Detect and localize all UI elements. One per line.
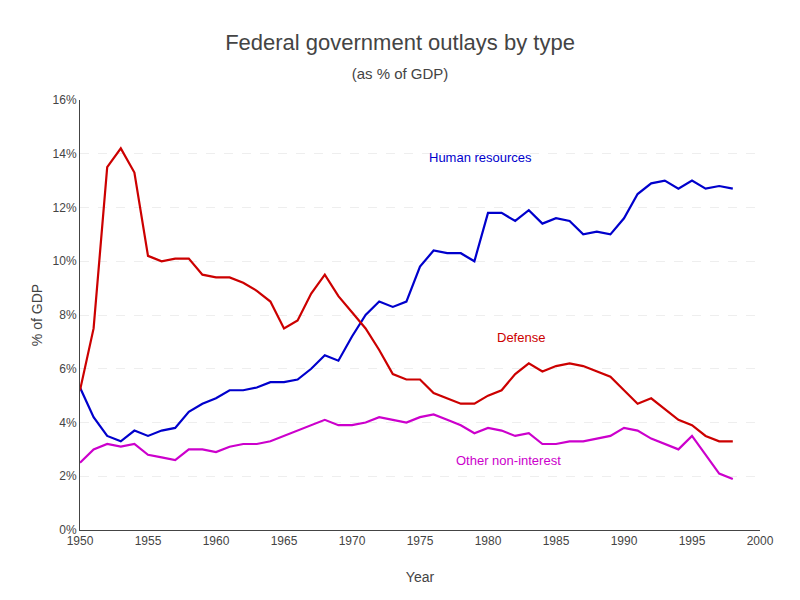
svg-text:6%: 6% <box>59 362 77 376</box>
svg-text:4%: 4% <box>59 416 77 430</box>
svg-text:1950: 1950 <box>67 534 94 548</box>
svg-text:2%: 2% <box>59 469 77 483</box>
svg-text:1955: 1955 <box>135 534 162 548</box>
svg-text:1960: 1960 <box>203 534 230 548</box>
svg-text:1975: 1975 <box>407 534 434 548</box>
svg-text:(as % of GDP): (as % of GDP) <box>352 65 449 82</box>
svg-text:Defense: Defense <box>497 330 545 345</box>
svg-text:% of GDP: % of GDP <box>29 284 45 346</box>
svg-text:1965: 1965 <box>271 534 298 548</box>
svg-text:12%: 12% <box>53 201 77 215</box>
svg-text:16%: 16% <box>53 93 77 107</box>
svg-text:0%: 0% <box>59 523 77 537</box>
svg-text:Human resources: Human resources <box>429 150 532 165</box>
svg-text:14%: 14% <box>53 147 77 161</box>
svg-text:1995: 1995 <box>679 534 706 548</box>
svg-text:1985: 1985 <box>543 534 570 548</box>
svg-text:10%: 10% <box>53 254 77 268</box>
svg-text:1990: 1990 <box>611 534 638 548</box>
svg-text:Year: Year <box>406 569 435 585</box>
svg-text:8%: 8% <box>59 308 77 322</box>
svg-text:Federal government outlays by: Federal government outlays by type <box>225 30 575 55</box>
svg-text:1980: 1980 <box>475 534 502 548</box>
svg-text:Other non-interest: Other non-interest <box>456 453 561 468</box>
svg-text:1970: 1970 <box>339 534 366 548</box>
svg-text:2000: 2000 <box>747 534 774 548</box>
